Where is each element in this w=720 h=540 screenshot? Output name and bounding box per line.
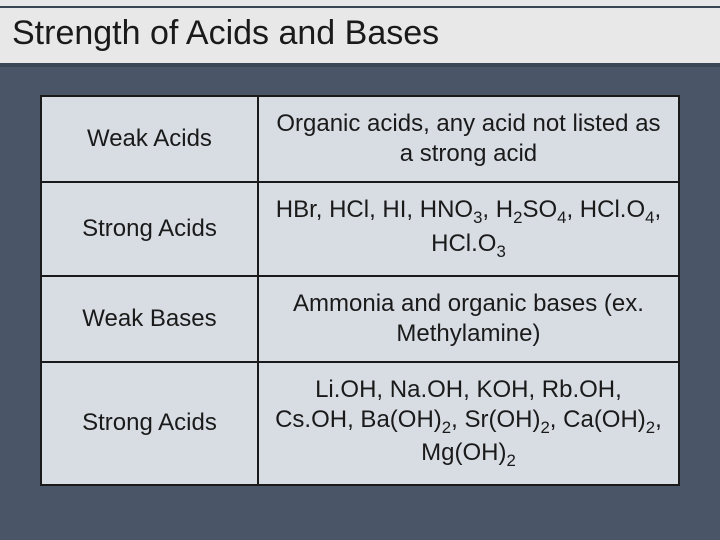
category-cell: Weak Acids [41, 96, 258, 182]
description-cell: HBr, HCl, HI, HNO3, H2SO4, HCl.O4, HCl.O… [258, 182, 679, 276]
table-row: Strong Acids HBr, HCl, HI, HNO3, H2SO4, … [41, 182, 679, 276]
category-cell: Weak Bases [41, 276, 258, 362]
table-row: Weak Bases Ammonia and organic bases (ex… [41, 276, 679, 362]
description-cell: Organic acids, any acid not listed as a … [258, 96, 679, 182]
slide-title: Strength of Acids and Bases [12, 14, 708, 53]
content-area: Weak Acids Organic acids, any acid not l… [0, 67, 720, 506]
category-cell: Strong Acids [41, 362, 258, 486]
table-row: Strong Acids Li.OH, Na.OH, KOH, Rb.OH, C… [41, 362, 679, 486]
description-cell: Li.OH, Na.OH, KOH, Rb.OH, Cs.OH, Ba(OH)2… [258, 362, 679, 486]
chemistry-table: Weak Acids Organic acids, any acid not l… [40, 95, 680, 486]
slide: Strength of Acids and Bases Weak Acids O… [0, 0, 720, 540]
category-cell: Strong Acids [41, 182, 258, 276]
description-cell: Ammonia and organic bases (ex. Methylami… [258, 276, 679, 362]
title-bar: Strength of Acids and Bases [0, 0, 720, 67]
table-row: Weak Acids Organic acids, any acid not l… [41, 96, 679, 182]
